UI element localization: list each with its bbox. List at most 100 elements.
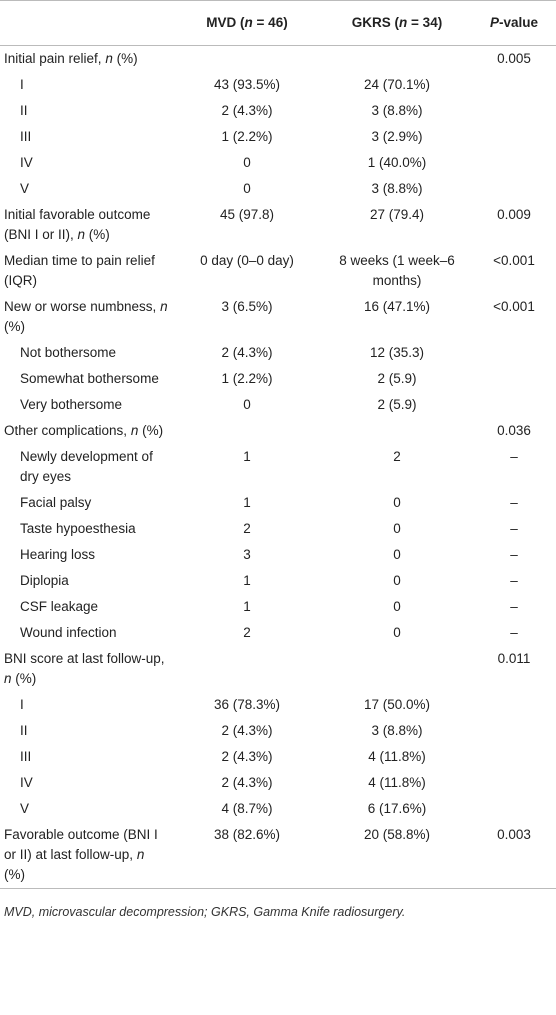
cell: 2 (4.3%) [221, 103, 273, 118]
cell: 0 [393, 521, 401, 536]
cell: 1 [243, 495, 251, 510]
row-label: Very bothersome [20, 397, 123, 412]
text-segment: BNI score at last follow-up, [4, 651, 165, 666]
table-row: Wound infection 2 0 – [0, 620, 556, 646]
row-label: V [20, 181, 30, 196]
text-segment: New or worse numbness, [4, 299, 161, 314]
row-label: Taste hypoesthesia [20, 521, 136, 536]
cell: 1 (2.2%) [221, 129, 273, 144]
table-row: Initial pain relief, n (%) 0.005 [0, 46, 556, 73]
cell: 4 (11.8%) [368, 775, 426, 790]
cell [322, 646, 472, 692]
row-label: IV [20, 775, 33, 790]
column-header: GKRS (n = 34) [322, 0, 472, 46]
text-segment: = 34) [407, 15, 443, 30]
text-segment: (%) [112, 51, 138, 66]
cell [472, 124, 556, 150]
cell: 0.003 [497, 827, 531, 842]
table-row: I 36 (78.3%) 17 (50.0%) [0, 692, 556, 718]
table-row: IV 2 (4.3%) 4 (11.8%) [0, 770, 556, 796]
header-blank [0, 0, 172, 46]
table-row: III 2 (4.3%) 4 (11.8%) [0, 744, 556, 770]
cell: 2 [393, 449, 401, 464]
row-label: III [20, 749, 32, 764]
text-segment: Initial favorable outcome (BNI I or II), [4, 207, 151, 242]
row-label: Not bothersome [20, 345, 117, 360]
cell: 3 (8.8%) [371, 103, 423, 118]
cell: 3 (8.8%) [371, 181, 423, 196]
text-segment: Initial pain relief, [4, 51, 106, 66]
cell [172, 646, 322, 692]
table-row: Diplopia 1 0 – [0, 568, 556, 594]
table-row: I 43 (93.5%) 24 (70.1%) [0, 72, 556, 98]
cell: – [510, 495, 518, 510]
table-row: Median time to pain relief (IQR) 0 day (0… [0, 248, 556, 294]
cell: 0 [393, 573, 401, 588]
cell: <0.001 [493, 299, 535, 314]
row-label: Other complications, n (%) [0, 418, 172, 444]
text-segment: = 46) [252, 15, 288, 30]
row-label: Initial favorable outcome (BNI I or II),… [0, 202, 172, 248]
row-label: Median time to pain relief (IQR) [4, 253, 155, 288]
text-segment: GKRS ( [351, 15, 400, 30]
cell: 1 [243, 599, 251, 614]
row-label: CSF leakage [20, 599, 99, 614]
cell: 2 (5.9) [377, 397, 417, 412]
text-segment: Favorable outcome (BNI I or II) at last … [4, 827, 158, 862]
row-label: Diplopia [20, 573, 69, 588]
cell: 3 (8.8%) [371, 723, 423, 738]
cell: 0 [393, 547, 401, 562]
italic-segment: n [130, 423, 139, 438]
table-row: III 1 (2.2%) 3 (2.9%) [0, 124, 556, 150]
italic-segment: n [244, 15, 253, 30]
text-segment: Other complications, [4, 423, 131, 438]
table-row: Newly development of dry eyes 1 2 – [0, 444, 556, 490]
row-label: Initial pain relief, n (%) [0, 46, 172, 73]
row-label: Newly development of dry eyes [20, 449, 153, 484]
table-row: Favorable outcome (BNI I or II) at last … [0, 822, 556, 889]
header-row: MVD (n = 46) GKRS (n = 34) P-value [0, 0, 556, 46]
cell: 0 [243, 155, 251, 170]
text-segment: (%) [4, 867, 25, 882]
cell [472, 98, 556, 124]
cell [472, 718, 556, 744]
table-row: V 4 (8.7%) 6 (17.6%) [0, 796, 556, 822]
cell: 1 [243, 449, 251, 464]
cell: 0 [393, 625, 401, 640]
cell: 36 (78.3%) [213, 697, 281, 712]
cell [472, 176, 556, 202]
table-row: IV 0 1 (40.0%) [0, 150, 556, 176]
row-label: II [20, 723, 28, 738]
cell: 1 [243, 573, 251, 588]
cell: 45 (97.8) [219, 207, 275, 222]
italic-segment: P [489, 15, 499, 30]
italic-segment: n [160, 299, 168, 314]
table-body: Initial pain relief, n (%) 0.005 I 43 (93.5… [0, 46, 556, 889]
row-label: Wound infection [20, 625, 117, 640]
cell: 1 (40.0%) [367, 155, 427, 170]
cell: 2 (5.9) [377, 371, 417, 386]
cell: 0.036 [497, 423, 531, 438]
row-label: BNI score at last follow-up, n (%) [0, 646, 172, 692]
text-segment: (%) [11, 671, 37, 686]
cell: 2 (4.3%) [221, 345, 273, 360]
text-segment: -value [498, 15, 539, 30]
table-row: II 2 (4.3%) 3 (8.8%) [0, 718, 556, 744]
italic-segment: n [4, 671, 12, 686]
row-label: Hearing loss [20, 547, 96, 562]
text-segment: (%) [85, 227, 110, 242]
results-table: MVD (n = 46) GKRS (n = 34) P-value Initial… [0, 0, 556, 889]
text-segment: MVD ( [206, 15, 245, 30]
cell: 0.009 [497, 207, 531, 222]
cell: 2 (4.3%) [221, 749, 273, 764]
cell: 8 weeks (1 week–6 months) [339, 253, 455, 288]
row-label: Favorable outcome (BNI I or II) at last … [0, 822, 172, 889]
cell: 2 (4.3%) [221, 775, 273, 790]
cell: 6 (17.6%) [367, 801, 427, 816]
italic-segment: n [399, 15, 408, 30]
cell: 38 (82.6%) [213, 827, 281, 842]
row-label: I [20, 697, 24, 712]
cell: 16 (47.1%) [363, 299, 431, 314]
table-row: Other complications, n (%) 0.036 [0, 418, 556, 444]
